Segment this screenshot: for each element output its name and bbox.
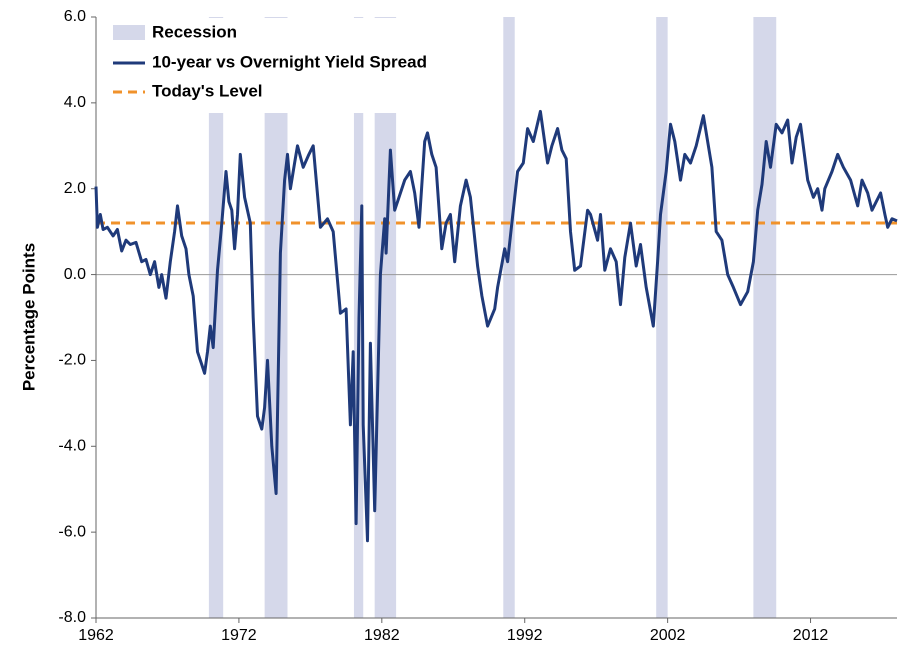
recession-band	[656, 17, 668, 618]
legend-background	[97, 18, 482, 113]
x-tick-label: 1972	[221, 627, 257, 644]
x-tick-label: 1992	[507, 627, 543, 644]
legend-swatch-recession	[113, 25, 145, 40]
y-tick-label: 4.0	[64, 94, 86, 111]
spread-line	[94, 109, 898, 543]
x-tick-label: 1962	[78, 627, 114, 644]
y-tick-label: 0.0	[64, 266, 86, 283]
y-tick-label: -2.0	[58, 352, 86, 369]
legend-label: 10-year vs Overnight Yield Spread	[152, 52, 427, 71]
legend-label: Today's Level	[152, 81, 263, 100]
legend-label: Recession	[152, 22, 237, 41]
y-tick-label: -6.0	[58, 523, 86, 540]
y-tick-label: -8.0	[58, 609, 86, 626]
recession-band	[753, 17, 777, 618]
y-axis-title: Percentage Points	[19, 243, 38, 391]
recession-band	[503, 17, 515, 618]
x-tick-label: 2002	[650, 627, 686, 644]
y-tick-label: 6.0	[64, 8, 86, 25]
y-tick-label: 2.0	[64, 180, 86, 197]
recession-band	[264, 17, 288, 618]
y-tick-label: -4.0	[58, 438, 86, 455]
x-tick-label: 2012	[793, 627, 829, 644]
x-tick-label: 1982	[364, 627, 400, 644]
